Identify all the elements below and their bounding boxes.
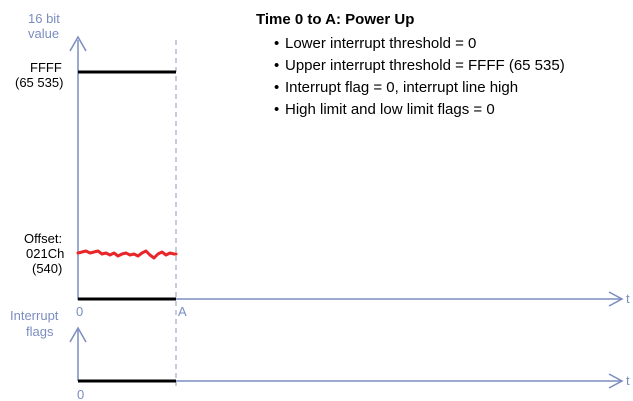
interrupt-origin-label: 0: [77, 387, 84, 401]
origin-label: 0: [76, 304, 83, 319]
interrupt-time-axis-label: t: [626, 373, 630, 388]
value-plot: 16 bit value FFFF (65 535) Offset: 021Ch…: [15, 11, 630, 386]
notes-panel: Time 0 to A: Power Up • Lower interrupt …: [256, 11, 565, 118]
bullet-dot: •: [274, 79, 279, 96]
notes-bullet: High limit and low limit flags = 0: [285, 101, 495, 118]
y-axis-label-line1: 16 bit: [28, 11, 60, 26]
notes-bullet: Interrupt flag = 0, interrupt line high: [285, 79, 518, 96]
offset-label-line3: (540): [32, 261, 62, 276]
ffff-label-line1: FFFF: [30, 60, 62, 75]
notes-title: Time 0 to A: Power Up: [256, 11, 414, 28]
offset-label-line1: Offset:: [24, 231, 62, 246]
offset-label-line2: 021Ch: [26, 246, 64, 261]
flags-y-axis-arrow-icon: [69, 326, 87, 343]
bullet-dot: •: [274, 101, 279, 118]
bullet-dot: •: [274, 57, 279, 74]
ffff-label-line2: (65 535): [15, 75, 63, 90]
interrupt-flags-plot: Interrupt flags 0 t: [10, 308, 630, 401]
notes-bullet: Upper interrupt threshold = FFFF (65 535…: [285, 57, 565, 74]
marker-a-label: A: [178, 304, 187, 319]
y-axis-label-line2: value: [28, 26, 59, 41]
notes-bullet: Lower interrupt threshold = 0: [285, 35, 476, 52]
value-y-axis-arrow-icon: [69, 35, 87, 52]
interrupt-label-line2: flags: [26, 324, 54, 339]
interrupt-label-line1: Interrupt: [10, 308, 59, 323]
time-axis-label: t: [626, 291, 630, 306]
offset-signal-trace: [76, 249, 178, 260]
bullet-dot: •: [274, 35, 279, 52]
flags-x-axis-arrow-icon: [608, 373, 624, 389]
value-x-axis-arrow-icon: [608, 291, 624, 307]
